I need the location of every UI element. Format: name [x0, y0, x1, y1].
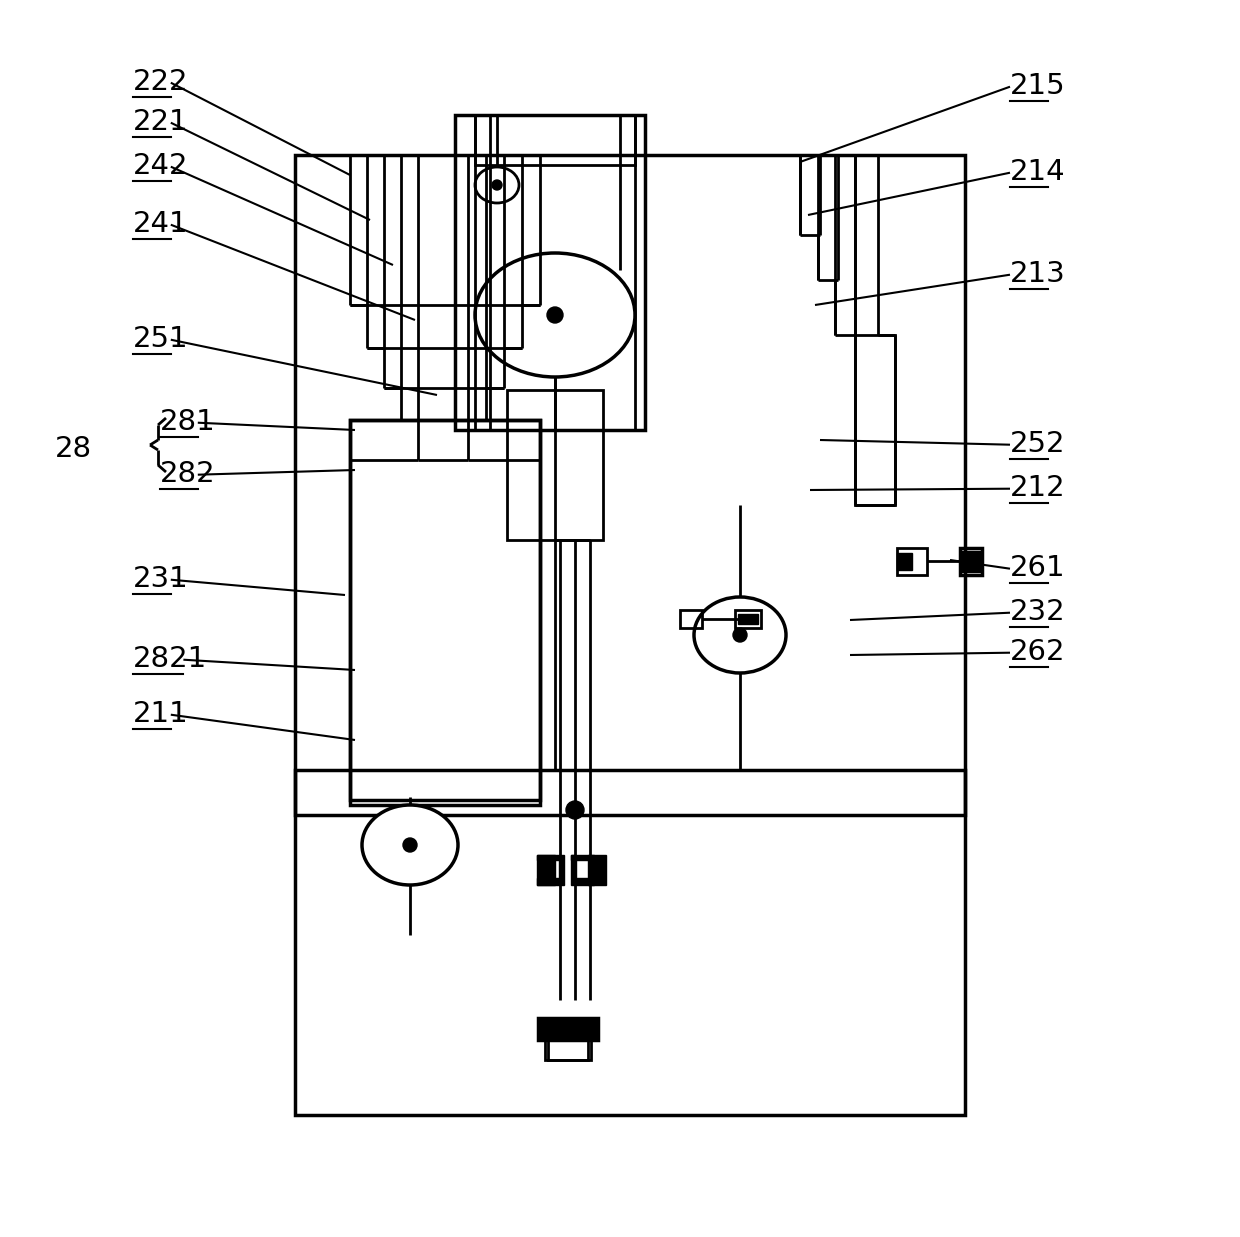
- Circle shape: [403, 837, 417, 852]
- Bar: [570, 855, 594, 860]
- Bar: [350, 421, 539, 805]
- Ellipse shape: [475, 254, 635, 377]
- Bar: [537, 855, 560, 860]
- Bar: [537, 878, 560, 884]
- Bar: [897, 553, 911, 570]
- Text: 281: 281: [160, 408, 216, 435]
- Bar: [856, 335, 895, 505]
- Bar: [475, 115, 635, 165]
- Bar: [538, 1018, 598, 1040]
- Bar: [295, 769, 965, 815]
- Text: 282: 282: [160, 460, 216, 489]
- Bar: [897, 548, 928, 575]
- Circle shape: [733, 628, 746, 642]
- Bar: [350, 421, 539, 800]
- Text: 262: 262: [1011, 638, 1065, 666]
- Bar: [735, 610, 761, 628]
- Text: 215: 215: [1011, 72, 1065, 100]
- Text: 2821: 2821: [133, 644, 207, 673]
- Ellipse shape: [475, 167, 520, 203]
- Text: 241: 241: [133, 210, 188, 238]
- Text: 231: 231: [133, 565, 188, 593]
- Bar: [546, 1040, 591, 1060]
- Bar: [548, 1040, 588, 1060]
- Text: 212: 212: [1011, 474, 1065, 502]
- Text: 251: 251: [133, 325, 188, 353]
- Bar: [455, 115, 645, 430]
- Circle shape: [547, 307, 563, 323]
- Bar: [537, 855, 556, 884]
- Ellipse shape: [362, 805, 458, 884]
- Bar: [538, 1018, 598, 1040]
- Bar: [559, 855, 564, 884]
- Text: 252: 252: [1011, 430, 1065, 458]
- Text: 28: 28: [55, 435, 92, 463]
- Bar: [570, 855, 577, 884]
- Text: 232: 232: [1011, 597, 1065, 626]
- Bar: [960, 548, 982, 575]
- Text: 213: 213: [1011, 260, 1065, 288]
- Text: 211: 211: [133, 700, 188, 729]
- Circle shape: [492, 181, 502, 190]
- Bar: [960, 550, 982, 571]
- Circle shape: [565, 802, 584, 819]
- Text: 261: 261: [1011, 554, 1065, 581]
- Text: 221: 221: [133, 108, 188, 136]
- Text: 222: 222: [133, 68, 188, 96]
- Bar: [680, 610, 702, 628]
- Ellipse shape: [694, 597, 786, 673]
- Bar: [577, 878, 594, 884]
- Bar: [738, 614, 758, 623]
- Text: 214: 214: [1011, 158, 1065, 186]
- Bar: [295, 155, 965, 1115]
- Bar: [588, 855, 606, 884]
- Bar: [507, 390, 603, 541]
- Text: 242: 242: [133, 152, 188, 181]
